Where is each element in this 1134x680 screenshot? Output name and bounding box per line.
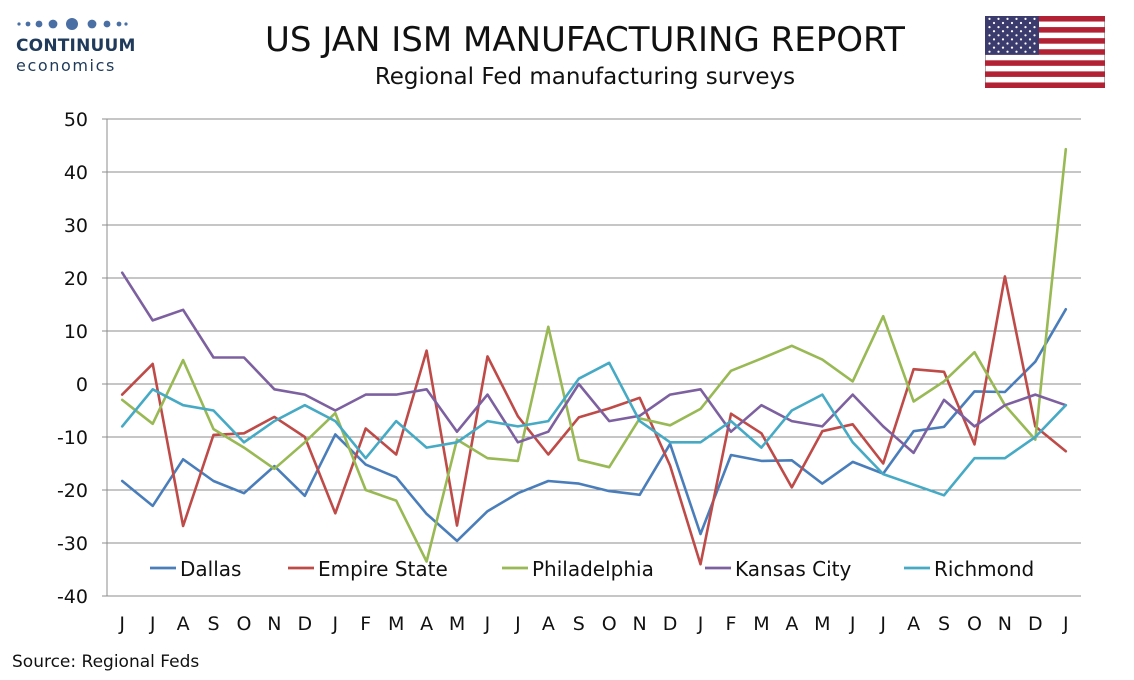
y-tick-label: -30	[57, 533, 88, 555]
x-tick-label: J	[879, 613, 886, 635]
x-tick-label: J	[697, 613, 704, 635]
logo-subtitle: economics	[16, 56, 116, 75]
us-flag-icon	[985, 16, 1105, 88]
continuum-logo: CONTINUUM economics	[14, 14, 136, 76]
series-line-dallas	[120, 307, 1068, 543]
x-tick-label: M	[449, 613, 465, 635]
y-tick-label: 30	[64, 215, 88, 237]
x-tick-label: A	[420, 613, 433, 635]
x-tick-label: J	[149, 613, 156, 635]
x-tick-label: S	[208, 613, 220, 635]
x-tick-label: J	[118, 613, 125, 635]
series-line-kansas-city	[120, 271, 1068, 455]
y-tick-label: 50	[64, 109, 88, 131]
x-tick-label: A	[785, 613, 798, 635]
x-tick-label: D	[298, 613, 313, 635]
x-tick-label: N	[633, 613, 647, 635]
y-tick-label: 10	[64, 321, 88, 343]
y-tick-label: 20	[64, 268, 88, 290]
y-tick-label: -20	[57, 480, 88, 502]
x-tick-label: A	[542, 613, 555, 635]
y-tick-label: 40	[64, 162, 88, 184]
legend-label: Richmond	[934, 557, 1034, 581]
x-tick-label: A	[177, 613, 190, 635]
x-tick-label: J	[849, 613, 856, 635]
x-tick-label: M	[814, 613, 830, 635]
x-tick-label: D	[663, 613, 678, 635]
x-tick-label: N	[998, 613, 1012, 635]
logo-name: CONTINUUM	[16, 36, 136, 56]
source-note: Source: Regional Feds	[12, 652, 200, 672]
legend-label: Philadelphia	[532, 557, 654, 581]
chart-title: US JAN ISM MANUFACTURING REPORT	[265, 20, 905, 60]
x-tick-label: J	[514, 613, 521, 635]
x-tick-label: J	[484, 613, 491, 635]
x-tick-label: M	[753, 613, 769, 635]
legend-label: Kansas City	[735, 557, 852, 581]
x-tick-label: J	[331, 613, 338, 635]
series-line-philadelphia	[120, 147, 1068, 563]
x-tick-label: O	[967, 613, 982, 635]
y-tick-label: -40	[57, 586, 88, 608]
chart-subtitle: Regional Fed manufacturing surveys	[374, 64, 796, 90]
legend-label: Empire State	[318, 557, 448, 581]
logo-dots-icon	[17, 18, 128, 30]
x-tick-label: S	[573, 613, 585, 635]
series-line-empire-state	[120, 275, 1068, 566]
x-tick-label: O	[602, 613, 617, 635]
x-tick-label: F	[726, 613, 737, 635]
legend-label: Dallas	[180, 557, 241, 581]
x-tick-label: N	[267, 613, 281, 635]
series-line-richmond	[120, 361, 1068, 497]
x-tick-label: S	[938, 613, 950, 635]
x-tick-label: D	[1028, 613, 1043, 635]
y-tick-label: -10	[57, 427, 88, 449]
x-tick-label: A	[907, 613, 920, 635]
x-tick-label: O	[236, 613, 251, 635]
y-tick-label: 0	[76, 374, 88, 396]
x-tick-label: F	[360, 613, 371, 635]
x-tick-label: J	[1062, 613, 1069, 635]
x-tick-label: M	[388, 613, 404, 635]
